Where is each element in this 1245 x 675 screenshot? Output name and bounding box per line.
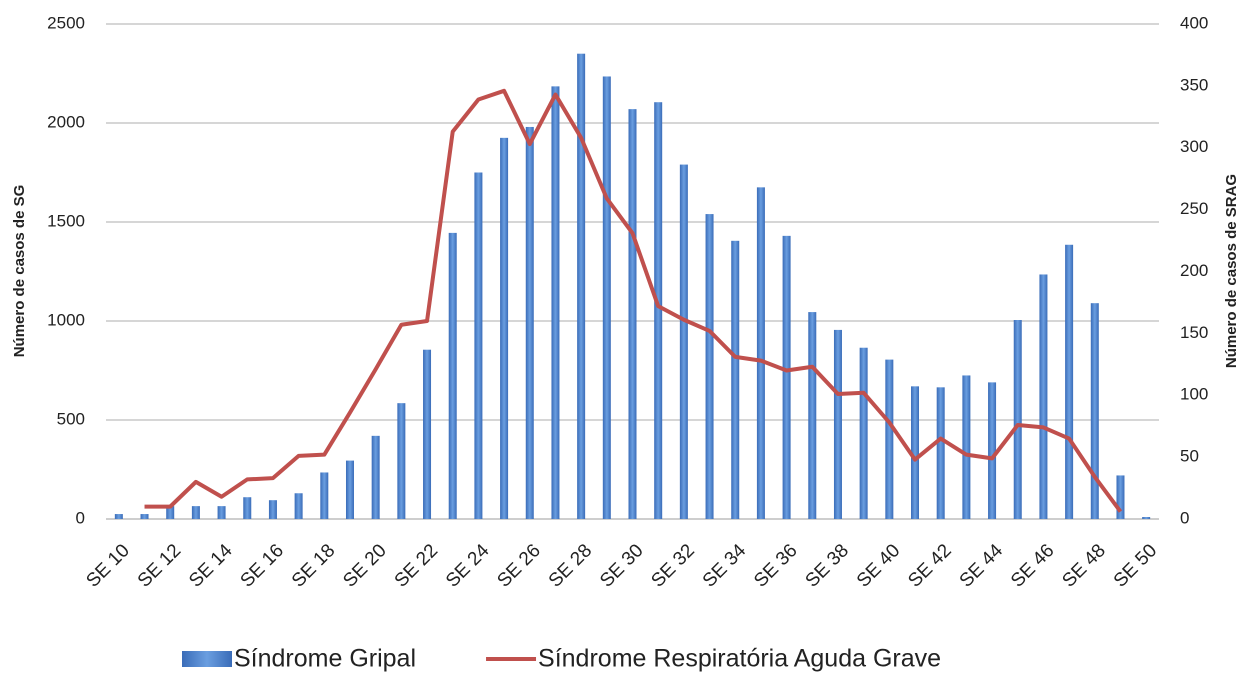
x-tick-label: SE 36: [750, 540, 801, 591]
y2-tick-label: 200: [1180, 261, 1208, 280]
bar: [577, 53, 586, 519]
y2-tick-label: 0: [1180, 508, 1189, 527]
legend-label: Síndrome Gripal: [234, 645, 416, 673]
bar: [268, 500, 277, 519]
y2-tick-label: 150: [1180, 323, 1208, 342]
bar: [243, 497, 252, 519]
bar: [166, 506, 175, 519]
y-tick-label: 500: [57, 409, 85, 428]
bar: [551, 86, 560, 520]
x-tick-label: SE 16: [237, 540, 288, 591]
bar: [885, 359, 894, 519]
legend-swatch: [182, 651, 232, 667]
y-tick-label: 2000: [47, 112, 85, 131]
bar: [936, 387, 945, 519]
bar: [731, 240, 740, 519]
bar: [474, 172, 483, 519]
x-tick-label: SE 48: [1058, 540, 1109, 591]
bar: [988, 382, 997, 519]
bar: [500, 137, 509, 519]
x-tick-label: SE 14: [185, 540, 237, 592]
bar: [525, 126, 534, 520]
bar: [217, 506, 226, 519]
x-tick-label: SE 44: [956, 540, 1008, 592]
bar: [1116, 475, 1125, 519]
bar: [756, 187, 765, 519]
bar: [397, 403, 406, 519]
x-tick-label: SE 26: [493, 540, 544, 591]
y-tick-label: 1000: [47, 310, 85, 329]
y-tick-label: 2500: [47, 13, 85, 32]
x-tick-label: SE 28: [545, 540, 596, 591]
bar: [1065, 244, 1074, 519]
bar: [320, 472, 329, 519]
y2-tick-label: 300: [1180, 137, 1208, 156]
x-tick-label: SE 30: [596, 540, 647, 591]
bar: [628, 109, 637, 519]
legend-label: Síndrome Respiratória Aguda Grave: [538, 645, 941, 673]
bar: [962, 375, 971, 519]
bar: [345, 460, 354, 519]
bar: [782, 235, 791, 520]
x-tick-label: SE 32: [647, 540, 698, 591]
x-tick-label: SE 22: [391, 540, 442, 591]
y-tick-label: 1500: [47, 211, 85, 230]
x-tick-label: SE 50: [1110, 540, 1161, 591]
x-tick-label: SE 46: [1007, 540, 1058, 591]
bar: [423, 349, 432, 519]
x-tick-label: SE 12: [134, 540, 185, 591]
bar: [705, 214, 714, 519]
bar: [833, 329, 842, 519]
bar: [911, 386, 920, 519]
bar: [448, 232, 457, 519]
bar: [808, 312, 817, 519]
bar: [1090, 303, 1099, 519]
x-tick-label: SE 20: [339, 540, 390, 591]
bar: [191, 506, 200, 519]
y-tick-label: 0: [76, 508, 85, 527]
y2-tick-label: 350: [1180, 75, 1208, 94]
bar: [602, 76, 611, 519]
bar: [294, 493, 303, 519]
y2-tick-label: 50: [1180, 447, 1199, 466]
bar: [1142, 517, 1151, 519]
bar: [679, 164, 688, 519]
bar: [371, 435, 380, 519]
bar: [140, 514, 149, 519]
y2-tick-label: 400: [1180, 13, 1208, 32]
bar: [114, 514, 123, 519]
x-tick-label: SE 10: [82, 540, 133, 591]
x-tick-label: SE 34: [699, 540, 751, 592]
line: [144, 88, 1123, 513]
y2-tick-label: 100: [1180, 385, 1208, 404]
bar: [1013, 320, 1022, 519]
y-axis-label: Número de casos de SG: [11, 185, 28, 358]
bar: [654, 102, 663, 520]
x-tick-label: SE 18: [288, 540, 339, 591]
x-tick-label: SE 38: [802, 540, 853, 591]
x-tick-label: SE 40: [853, 540, 904, 591]
y2-tick-label: 250: [1180, 199, 1208, 218]
bar: [1039, 274, 1048, 519]
x-tick-label: SE 24: [442, 540, 494, 592]
y2-axis-label: Número de casos de SRAG: [1223, 174, 1240, 368]
x-tick-label: SE 42: [904, 540, 955, 591]
bar: [859, 347, 868, 519]
